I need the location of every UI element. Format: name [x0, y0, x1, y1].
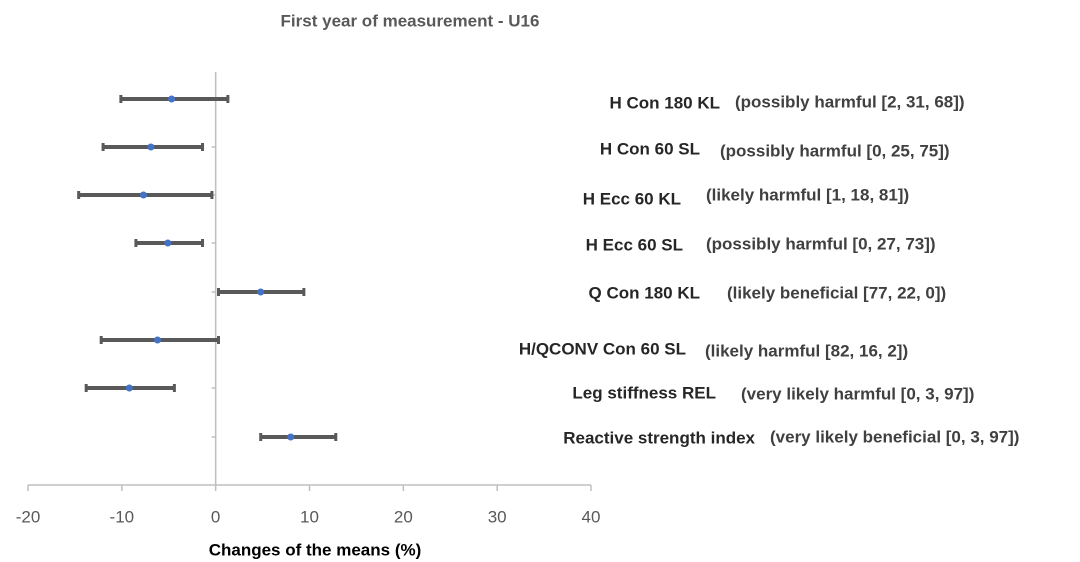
category-label: H Con 60 SL [600, 139, 700, 158]
annotation: (possibly harmful [0, 25, 75]) [720, 141, 950, 160]
category-label: Leg stiffness REL [572, 383, 716, 402]
point [125, 384, 133, 392]
x-tick-label: -20 [16, 507, 41, 526]
category-label: H/QCONV Con 60 SL [519, 339, 686, 358]
annotation: (possibly harmful [2, 31, 68]) [735, 92, 965, 111]
chart-title: First year of measurement - U16 [281, 11, 540, 30]
x-tick-label: -10 [110, 507, 135, 526]
annotation: (possibly harmful [0, 27, 73]) [706, 234, 936, 253]
x-axis-title: Changes of the means (%) [209, 540, 422, 559]
point [139, 191, 147, 199]
x-tick-label: 20 [394, 507, 413, 526]
point [164, 239, 172, 247]
point [147, 143, 155, 151]
point [168, 95, 176, 103]
annotation: (very likely beneficial [0, 3, 97]) [770, 427, 1019, 446]
category-label: H Con 180 KL [609, 93, 720, 112]
x-tick-label: 0 [211, 507, 220, 526]
category-label: Reactive strength index [563, 428, 755, 447]
x-tick-label: 30 [488, 507, 507, 526]
annotation: (likely beneficial [77, 22, 0]) [727, 283, 946, 302]
category-label: H Ecc 60 SL [586, 235, 683, 254]
point [287, 433, 295, 441]
x-tick-label: 40 [582, 507, 601, 526]
category-label: Q Con 180 KL [589, 283, 700, 302]
annotation: (likely harmful [1, 18, 81]) [706, 185, 909, 204]
x-tick-label: 10 [300, 507, 319, 526]
category-label: H Ecc 60 KL [583, 189, 681, 208]
point [153, 336, 161, 344]
point [257, 288, 265, 296]
annotation: (likely harmful [82, 16, 2]) [705, 341, 908, 360]
annotation: (very likely harmful [0, 3, 97]) [741, 384, 974, 403]
